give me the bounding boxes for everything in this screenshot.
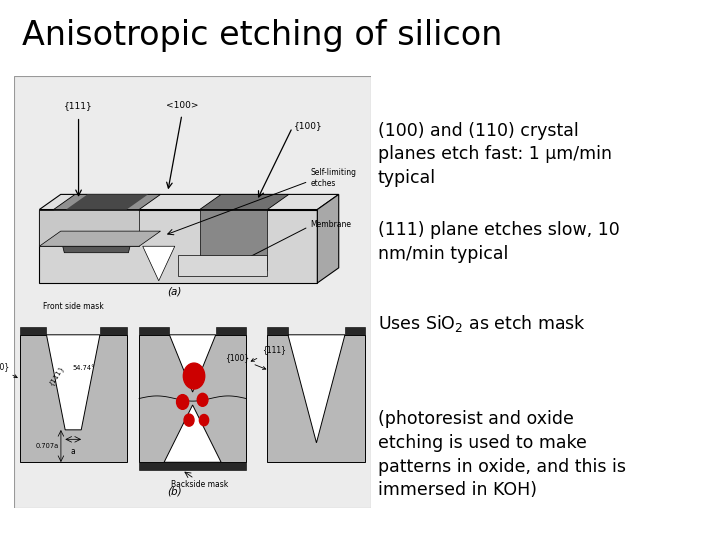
Text: a: a: [71, 447, 76, 456]
Circle shape: [199, 415, 209, 426]
Text: Anisotropic etching of silicon: Anisotropic etching of silicon: [22, 19, 502, 52]
Circle shape: [197, 393, 208, 406]
Polygon shape: [53, 194, 161, 210]
Polygon shape: [345, 327, 366, 335]
Polygon shape: [40, 231, 161, 246]
Polygon shape: [40, 210, 139, 246]
Text: <100>: <100>: [166, 101, 198, 110]
Polygon shape: [19, 335, 127, 462]
Text: {100}: {100}: [294, 121, 323, 130]
Polygon shape: [139, 335, 246, 462]
Text: Self-limiting
etches: Self-limiting etches: [310, 168, 356, 188]
Polygon shape: [199, 210, 267, 270]
Text: Front side mask: Front side mask: [42, 302, 104, 311]
Text: (photoresist and oxide
etching is used to make
patterns in oxide, and this is
im: (photoresist and oxide etching is used t…: [378, 410, 626, 499]
Polygon shape: [179, 255, 267, 276]
Polygon shape: [267, 327, 288, 335]
Text: {100}: {100}: [225, 353, 266, 369]
Text: Uses SiO$_2$ as etch mask: Uses SiO$_2$ as etch mask: [378, 313, 586, 334]
Polygon shape: [164, 405, 221, 462]
Circle shape: [184, 414, 194, 426]
Polygon shape: [40, 194, 338, 210]
Text: Membrane: Membrane: [310, 220, 351, 229]
Polygon shape: [288, 335, 345, 443]
Text: (100) and (110) crystal
planes etch fast: 1 μm/min
typical: (100) and (110) crystal planes etch fast…: [378, 122, 612, 187]
Polygon shape: [267, 335, 366, 462]
Text: (a): (a): [168, 287, 182, 296]
Text: (111) plane etches slow, 10
nm/min typical: (111) plane etches slow, 10 nm/min typic…: [378, 221, 620, 263]
Text: Backside mask: Backside mask: [171, 481, 228, 489]
Polygon shape: [47, 335, 100, 430]
Polygon shape: [143, 246, 175, 281]
Polygon shape: [53, 210, 139, 253]
Text: {111}: {111}: [64, 101, 93, 110]
Polygon shape: [139, 462, 246, 470]
Polygon shape: [100, 327, 127, 335]
Polygon shape: [216, 327, 246, 335]
Polygon shape: [199, 194, 289, 210]
Polygon shape: [169, 335, 216, 392]
Polygon shape: [318, 194, 338, 283]
Polygon shape: [40, 210, 318, 283]
Text: 0.707a: 0.707a: [36, 443, 59, 449]
Text: {111}: {111}: [251, 346, 286, 361]
Text: {100}: {100}: [0, 362, 17, 377]
Text: (b): (b): [168, 487, 182, 497]
Text: {111}: {111}: [48, 364, 66, 387]
Polygon shape: [19, 327, 47, 335]
Circle shape: [184, 363, 204, 389]
Circle shape: [176, 395, 189, 409]
Polygon shape: [66, 194, 148, 210]
Text: 54.74°: 54.74°: [72, 365, 94, 371]
Polygon shape: [139, 327, 169, 335]
